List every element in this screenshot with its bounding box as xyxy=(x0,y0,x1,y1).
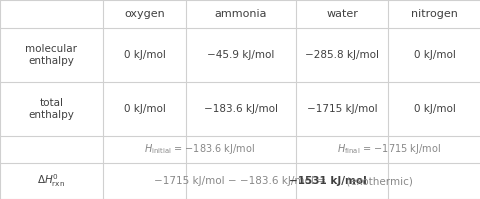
Text: −285.8 kJ/mol: −285.8 kJ/mol xyxy=(304,50,378,60)
Text: ammonia: ammonia xyxy=(214,9,267,19)
Text: 0 kJ/mol: 0 kJ/mol xyxy=(123,104,165,114)
Text: total
enthalpy: total enthalpy xyxy=(28,98,74,120)
Text: $\Delta H^0_{\mathrm{rxn}}$: $\Delta H^0_{\mathrm{rxn}}$ xyxy=(37,173,65,189)
Text: 0 kJ/mol: 0 kJ/mol xyxy=(123,50,165,60)
Text: −1715 kJ/mol − −183.6 kJ/mol =: −1715 kJ/mol − −183.6 kJ/mol = xyxy=(154,176,329,186)
Text: water: water xyxy=(325,9,357,19)
Text: (exothermic): (exothermic) xyxy=(342,176,412,186)
Text: −45.9 kJ/mol: −45.9 kJ/mol xyxy=(207,50,274,60)
Text: −1531 kJ/mol: −1531 kJ/mol xyxy=(288,176,366,186)
Text: $\mathit{H}_{\mathrm{initial}}$ = −183.6 kJ/mol: $\mathit{H}_{\mathrm{initial}}$ = −183.6… xyxy=(144,142,254,156)
Text: 0 kJ/mol: 0 kJ/mol xyxy=(413,104,455,114)
Text: −183.6 kJ/mol: −183.6 kJ/mol xyxy=(204,104,277,114)
Text: 0 kJ/mol: 0 kJ/mol xyxy=(413,50,455,60)
Text: nitrogen: nitrogen xyxy=(410,9,457,19)
Text: −1715 kJ/mol: −1715 kJ/mol xyxy=(306,104,376,114)
Text: $\mathit{H}_{\mathrm{final}}$ = −1715 kJ/mol: $\mathit{H}_{\mathrm{final}}$ = −1715 kJ… xyxy=(336,142,440,156)
Text: oxygen: oxygen xyxy=(124,9,165,19)
Text: molecular
enthalpy: molecular enthalpy xyxy=(25,44,77,66)
